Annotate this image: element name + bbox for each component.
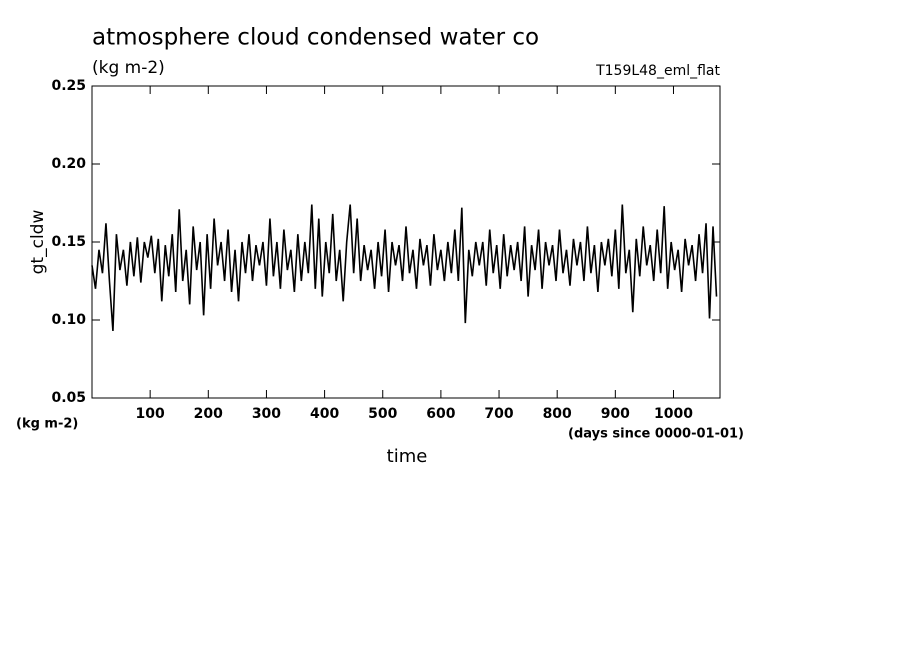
y-tick-label: 0.20 bbox=[51, 156, 86, 172]
x-tick-label: 100 bbox=[136, 406, 165, 422]
x-tick-label: 300 bbox=[252, 406, 281, 422]
subtitle: (kg m-2) bbox=[92, 58, 165, 78]
x-tick-label: 600 bbox=[426, 406, 455, 422]
x-tick-label: 900 bbox=[601, 406, 630, 422]
chart-title: atmosphere cloud condensed water co bbox=[92, 25, 539, 51]
x-axis-label: time bbox=[387, 446, 428, 467]
data-line bbox=[91, 204, 718, 331]
x-tick-label: 700 bbox=[484, 406, 513, 422]
y-tick-label: 0.15 bbox=[51, 234, 86, 250]
y-tick-label: 0.25 bbox=[51, 78, 86, 94]
x-tick-label: 400 bbox=[310, 406, 339, 422]
y-axis-label: gt_cldw bbox=[28, 210, 48, 275]
x-tick-label: 800 bbox=[543, 406, 572, 422]
y-tick-label: 0.10 bbox=[51, 312, 86, 328]
x-tick-label: 1000 bbox=[654, 406, 693, 422]
x-tick-label: 500 bbox=[368, 406, 397, 422]
run-label: T159L48_eml_flat bbox=[595, 63, 720, 79]
x-tick-label: 200 bbox=[194, 406, 223, 422]
y-unit: (kg m-2) bbox=[16, 417, 78, 432]
x-unit: (days since 0000-01-01) bbox=[568, 427, 744, 442]
y-tick-label: 0.05 bbox=[51, 390, 86, 406]
